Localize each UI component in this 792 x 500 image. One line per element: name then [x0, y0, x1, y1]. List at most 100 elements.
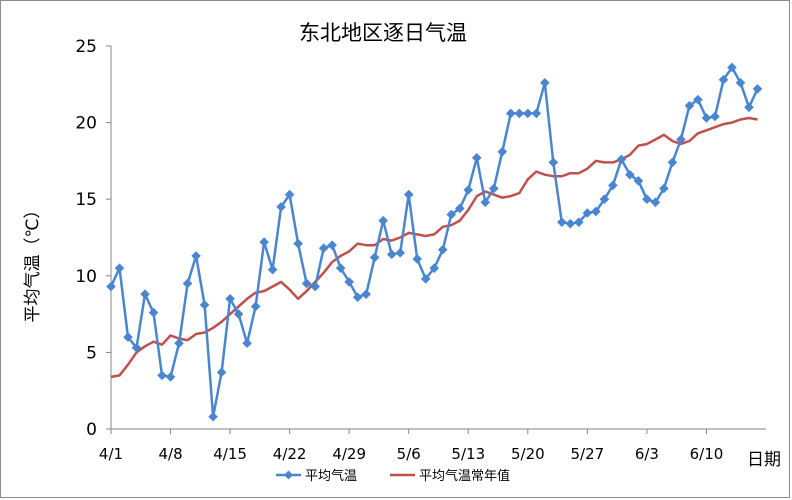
data-point	[497, 146, 508, 157]
x-tick-label: 5/27	[571, 445, 605, 463]
data-point	[540, 77, 550, 88]
y-tick-label: 0	[86, 420, 97, 440]
data-point	[208, 411, 218, 422]
data-point	[199, 300, 210, 310]
data-point	[412, 254, 423, 264]
data-point	[557, 217, 567, 227]
data-point	[701, 113, 712, 123]
chart-title: 东北地区逐日气温	[299, 21, 467, 45]
data-point	[488, 183, 499, 194]
data-point	[344, 277, 354, 287]
data-point	[744, 102, 754, 113]
x-tick-label: 4/8	[158, 445, 182, 463]
legend: 平均气温 平均气温常年值	[276, 468, 510, 484]
data-point	[106, 281, 116, 292]
series-line-1	[110, 116, 758, 379]
data-point	[684, 100, 695, 111]
data-point	[250, 301, 261, 312]
y-tick-label: 20	[75, 114, 97, 134]
data-point	[727, 62, 737, 73]
data-point	[267, 264, 278, 275]
data-point	[165, 372, 176, 382]
data-point	[318, 243, 329, 254]
data-point	[676, 134, 686, 145]
data-point	[752, 84, 763, 94]
data-point	[531, 108, 542, 119]
data-point	[395, 248, 406, 258]
data-point	[523, 108, 533, 119]
x-tick-label: 6/10	[690, 445, 724, 463]
data-point	[582, 208, 593, 218]
data-point	[310, 281, 320, 292]
data-point	[659, 183, 669, 194]
y-tick-label: 25	[75, 37, 97, 57]
data-point	[454, 203, 465, 214]
data-point	[650, 197, 661, 208]
data-point	[148, 307, 159, 318]
data-point	[174, 338, 184, 349]
data-point	[735, 77, 746, 88]
data-point	[361, 289, 371, 299]
data-point	[259, 237, 269, 247]
x-tick-label: 4/15	[213, 445, 247, 463]
data-point	[216, 367, 227, 378]
data-point	[693, 94, 703, 105]
x-tick-label: 4/29	[332, 445, 366, 463]
data-point	[437, 244, 448, 255]
data-point	[710, 111, 720, 122]
x-tick-label: 4/22	[273, 445, 307, 463]
data-point	[480, 197, 491, 208]
data-point	[335, 263, 346, 273]
data-point	[386, 249, 397, 260]
data-point	[403, 189, 414, 200]
data-point	[616, 154, 627, 165]
data-point	[633, 176, 644, 186]
x-tick-label: 6/3	[635, 445, 659, 463]
x-tick-label: 5/6	[397, 445, 421, 463]
data-point	[471, 153, 482, 163]
data-point	[123, 332, 133, 342]
x-ticks: 4/1 4/8 4/15 4/22 4/29 5/6 5/13 5/20 5/27 6/3 6/10	[99, 429, 723, 463]
y-tick-label: 10	[75, 267, 97, 287]
data-point	[284, 189, 295, 200]
legend-marker-series-0	[284, 470, 293, 480]
x-tick-label: 4/1	[99, 445, 123, 463]
data-point	[182, 278, 193, 289]
data-point	[625, 169, 635, 180]
data-point	[718, 74, 729, 85]
data-point	[327, 240, 337, 250]
data-point	[233, 309, 244, 319]
data-point	[667, 157, 678, 168]
series-line-0	[109, 66, 759, 418]
x-tick-label: 5/20	[511, 445, 545, 463]
data-point	[378, 215, 389, 226]
data-point	[599, 194, 610, 204]
x-axis-label: 日期	[747, 450, 781, 470]
data-point	[429, 263, 440, 273]
legend-label-series-1: 平均气温常年值	[419, 468, 510, 484]
data-point	[301, 278, 312, 289]
data-point	[565, 218, 576, 229]
data-point	[548, 157, 559, 168]
data-point	[157, 370, 167, 381]
data-point	[446, 209, 457, 220]
y-ticks: 0 5 10 15 20 25	[75, 37, 111, 440]
data-point	[242, 338, 252, 349]
data-point	[276, 202, 286, 212]
data-point	[642, 194, 652, 204]
data-point	[225, 293, 235, 304]
data-point	[514, 108, 525, 119]
x-tick-label: 5/13	[451, 445, 485, 463]
y-tick-label: 5	[86, 343, 97, 363]
y-tick-label: 15	[75, 190, 97, 210]
y-axis-label: 平均气温（℃）	[23, 201, 43, 322]
data-point	[140, 289, 150, 299]
series-layer	[106, 62, 763, 422]
data-point	[506, 108, 516, 119]
data-point	[420, 274, 431, 284]
data-point	[352, 292, 363, 303]
data-point	[369, 252, 380, 263]
data-point	[608, 180, 618, 191]
